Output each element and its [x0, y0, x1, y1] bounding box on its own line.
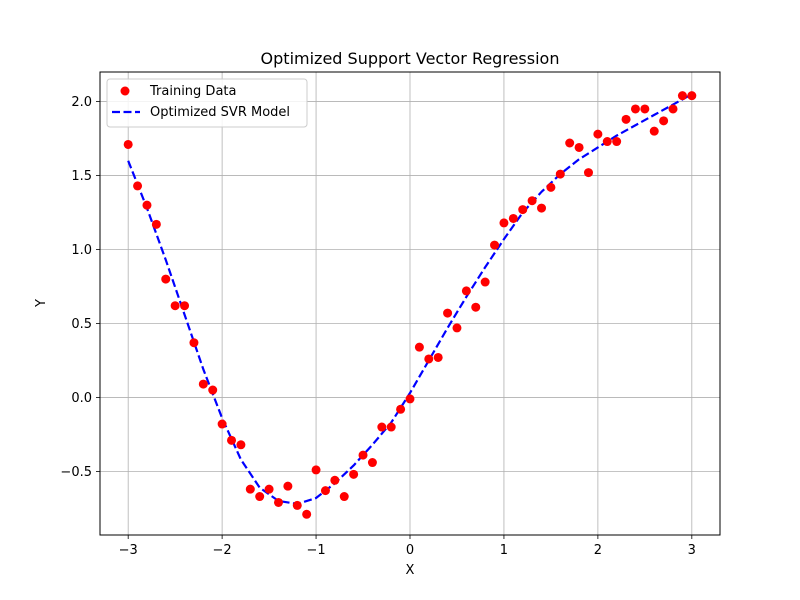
data-point: [640, 104, 650, 114]
data-point: [555, 169, 565, 179]
y-axis-label: Y: [34, 299, 49, 308]
data-point: [170, 301, 180, 311]
data-point: [377, 422, 387, 432]
data-point: [687, 91, 697, 101]
data-point: [151, 219, 161, 229]
data-point: [208, 385, 218, 395]
ticks: −3 −2 −1 0 1 2 3 −0.5 0.0 0.5 1.0 1.5 2.0: [60, 95, 696, 558]
chart-title: Optimized Support Vector Regression: [261, 49, 560, 68]
data-point: [433, 352, 443, 362]
data-point: [180, 301, 190, 311]
data-point: [583, 168, 593, 178]
x-tick-label: −3: [119, 543, 138, 558]
x-axis-label: X: [406, 563, 415, 578]
data-point: [217, 419, 227, 429]
data-point: [630, 104, 640, 114]
data-point: [480, 277, 490, 287]
y-tick-label: −0.5: [60, 465, 92, 480]
data-point: [452, 323, 462, 333]
data-point: [593, 129, 603, 139]
data-point: [198, 379, 208, 389]
data-point: [227, 435, 237, 445]
data-point: [490, 240, 500, 250]
data-point: [386, 422, 396, 432]
data-point: [565, 138, 575, 148]
data-point: [461, 286, 471, 296]
data-point: [161, 274, 171, 284]
data-point: [518, 205, 528, 215]
data-point: [255, 492, 265, 502]
data-point: [471, 302, 481, 312]
series-line-svr-model: [127, 93, 693, 506]
data-point: [508, 213, 518, 223]
legend-label-svr-model: Optimized SVR Model: [150, 105, 290, 120]
data-point: [236, 440, 246, 450]
y-tick-label: 1.0: [71, 243, 92, 258]
x-tick-label: 1: [500, 543, 508, 558]
data-point: [302, 509, 312, 519]
data-point: [574, 142, 584, 152]
data-point: [189, 338, 199, 348]
data-point: [133, 181, 143, 191]
series-layer: [123, 91, 697, 519]
data-point: [273, 497, 283, 507]
y-tick-label: 1.5: [71, 169, 92, 184]
data-point: [283, 481, 293, 491]
grid: [100, 72, 720, 535]
data-point: [396, 404, 406, 414]
data-point: [339, 492, 349, 502]
data-point: [527, 196, 537, 206]
data-point: [499, 218, 509, 228]
legend-marker-training-data: [120, 86, 130, 96]
data-point: [424, 354, 434, 364]
data-point: [367, 458, 377, 468]
data-point: [443, 308, 453, 318]
data-point: [546, 182, 556, 192]
data-point: [349, 469, 359, 479]
x-tick-label: 0: [406, 543, 414, 558]
data-point: [537, 203, 547, 213]
x-tick-label: 3: [688, 543, 696, 558]
data-point: [405, 394, 415, 404]
data-point: [612, 137, 622, 147]
data-point: [292, 500, 302, 510]
legend-label-training-data: Training Data: [149, 84, 236, 99]
y-tick-label: 0.0: [71, 391, 92, 406]
data-point: [414, 342, 424, 352]
legend-box: [106, 78, 308, 128]
legend: Training Data Optimized SVR Model: [106, 78, 308, 128]
y-tick-label: 0.5: [71, 317, 92, 332]
data-point: [123, 139, 133, 149]
y-tick-label: 2.0: [71, 95, 92, 110]
data-point: [677, 91, 687, 101]
data-point: [602, 137, 612, 147]
data-point: [330, 475, 340, 485]
data-point: [659, 116, 669, 126]
data-point: [320, 486, 330, 496]
data-point: [311, 465, 321, 475]
data-point: [245, 484, 255, 494]
data-point: [621, 114, 631, 124]
data-point: [142, 200, 152, 210]
x-tick-label: −2: [213, 543, 232, 558]
data-point: [264, 484, 274, 494]
data-point: [649, 126, 659, 136]
data-point: [358, 450, 368, 460]
x-tick-label: −1: [306, 543, 325, 558]
data-point: [668, 104, 678, 114]
x-tick-label: 2: [594, 543, 602, 558]
